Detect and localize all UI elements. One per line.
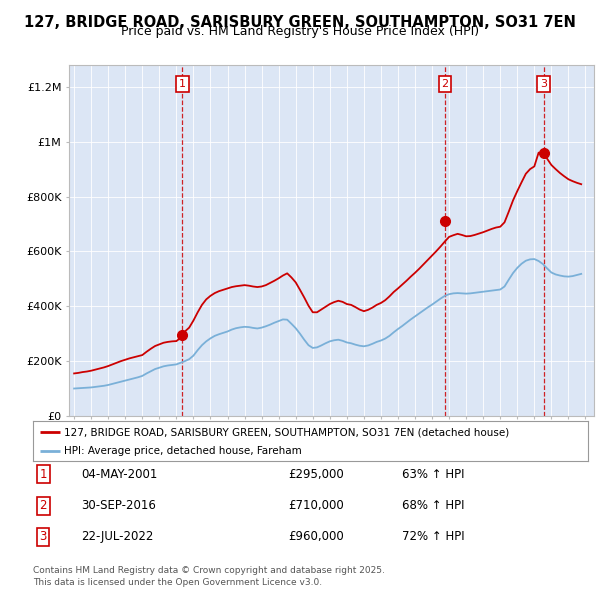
Text: 1: 1 [179,79,186,89]
Text: 127, BRIDGE ROAD, SARISBURY GREEN, SOUTHAMPTON, SO31 7EN: 127, BRIDGE ROAD, SARISBURY GREEN, SOUTH… [24,15,576,30]
Text: £295,000: £295,000 [288,468,344,481]
Text: Price paid vs. HM Land Registry's House Price Index (HPI): Price paid vs. HM Land Registry's House … [121,25,479,38]
Text: 30-SEP-2016: 30-SEP-2016 [81,499,156,512]
Text: 127, BRIDGE ROAD, SARISBURY GREEN, SOUTHAMPTON, SO31 7EN (detached house): 127, BRIDGE ROAD, SARISBURY GREEN, SOUTH… [64,427,509,437]
Text: 2: 2 [40,499,47,512]
Text: 22-JUL-2022: 22-JUL-2022 [81,530,154,543]
Text: 04-MAY-2001: 04-MAY-2001 [81,468,157,481]
Text: 3: 3 [40,530,47,543]
Text: 3: 3 [540,79,547,89]
Text: £960,000: £960,000 [288,530,344,543]
Text: 2: 2 [441,79,448,89]
Text: 72% ↑ HPI: 72% ↑ HPI [402,530,464,543]
Text: Contains HM Land Registry data © Crown copyright and database right 2025.
This d: Contains HM Land Registry data © Crown c… [33,566,385,587]
Text: £710,000: £710,000 [288,499,344,512]
Text: 68% ↑ HPI: 68% ↑ HPI [402,499,464,512]
Text: 63% ↑ HPI: 63% ↑ HPI [402,468,464,481]
Text: 1: 1 [40,468,47,481]
Text: HPI: Average price, detached house, Fareham: HPI: Average price, detached house, Fare… [64,447,301,456]
